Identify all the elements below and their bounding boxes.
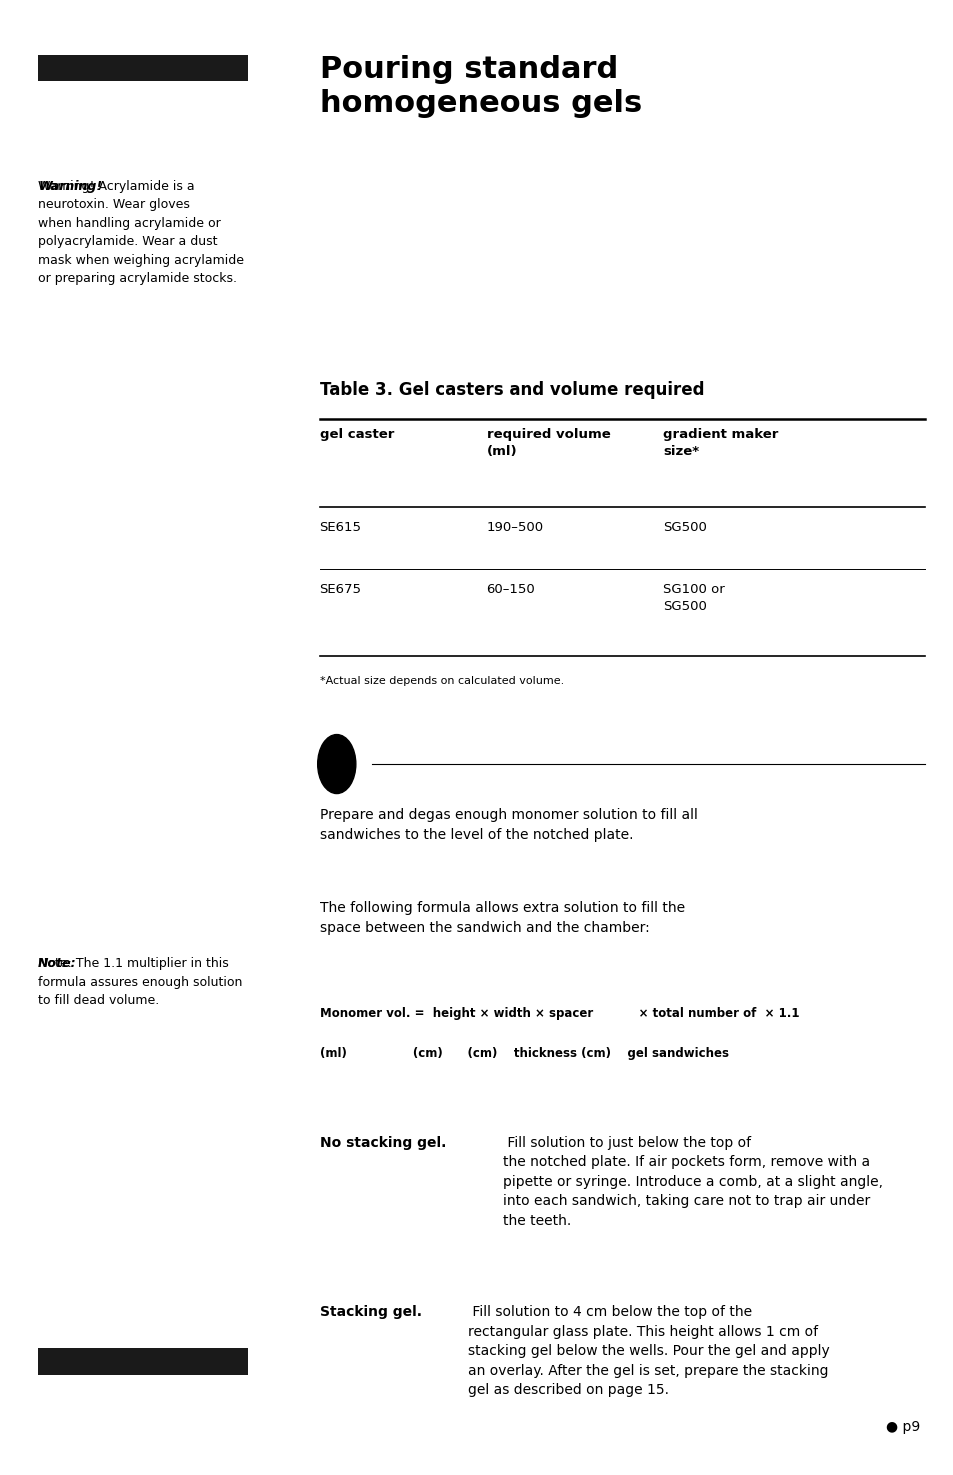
Text: SE675: SE675 <box>319 583 361 596</box>
Text: ● p9: ● p9 <box>885 1420 920 1434</box>
Text: SE615: SE615 <box>319 521 361 534</box>
Text: required volume
(ml): required volume (ml) <box>486 428 610 457</box>
Text: SG500: SG500 <box>662 521 706 534</box>
Text: Note:: Note: <box>38 957 76 971</box>
Text: 60–150: 60–150 <box>486 583 535 596</box>
Text: Pouring standard
homogeneous gels: Pouring standard homogeneous gels <box>319 55 641 118</box>
Text: SG100 or
SG500: SG100 or SG500 <box>662 583 724 612</box>
Text: 1: 1 <box>330 755 343 773</box>
Text: (ml)                (cm)      (cm)    thickness (cm)    gel sandwiches: (ml) (cm) (cm) thickness (cm) gel sandwi… <box>319 1047 728 1061</box>
Text: No stacking gel.: No stacking gel. <box>319 1136 445 1149</box>
Text: Fill solution to 4 cm below the top of the
rectangular glass plate. This height : Fill solution to 4 cm below the top of t… <box>468 1305 829 1397</box>
Text: gradient maker
size*: gradient maker size* <box>662 428 778 457</box>
Text: Prepare and degas enough monomer solution to fill all
sandwiches to the level of: Prepare and degas enough monomer solutio… <box>319 808 697 842</box>
Text: gel caster: gel caster <box>319 428 394 441</box>
Text: Note: The 1.1 multiplier in this
formula assures enough solution
to fill dead vo: Note: The 1.1 multiplier in this formula… <box>38 957 242 1007</box>
Text: Warning! Acrylamide is a
neurotoxin. Wear gloves
when handling acrylamide or
pol: Warning! Acrylamide is a neurotoxin. Wea… <box>38 180 244 286</box>
Circle shape <box>317 735 355 794</box>
Text: Monomer vol. =  height × width × spacer           × total number of  × 1.1: Monomer vol. = height × width × spacer ×… <box>319 1007 799 1021</box>
FancyBboxPatch shape <box>38 1348 248 1375</box>
Text: 190–500: 190–500 <box>486 521 543 534</box>
Text: The following formula allows extra solution to fill the
space between the sandwi: The following formula allows extra solut… <box>319 901 684 935</box>
Text: Warning!: Warning! <box>38 180 102 193</box>
Text: Stacking gel.: Stacking gel. <box>319 1305 421 1319</box>
Text: *Actual size depends on calculated volume.: *Actual size depends on calculated volum… <box>319 676 563 686</box>
Text: Fill solution to just below the top of
the notched plate. If air pockets form, r: Fill solution to just below the top of t… <box>502 1136 882 1227</box>
FancyBboxPatch shape <box>38 55 248 81</box>
Text: Table 3. Gel casters and volume required: Table 3. Gel casters and volume required <box>319 381 703 398</box>
